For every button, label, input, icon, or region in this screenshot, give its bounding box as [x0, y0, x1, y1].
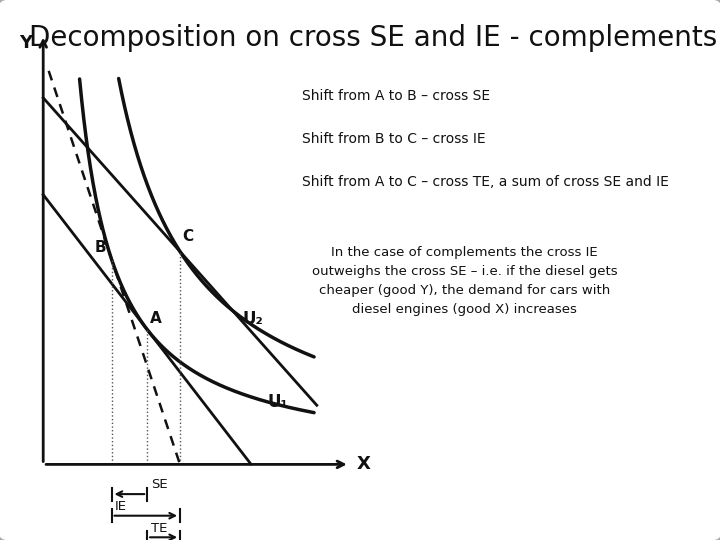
- Text: In the case of complements the cross IE
outweighs the cross SE – i.e. if the die: In the case of complements the cross IE …: [312, 246, 617, 316]
- Text: B: B: [94, 240, 106, 255]
- Text: C: C: [183, 228, 194, 244]
- Text: U₂: U₂: [243, 309, 264, 328]
- Text: Y: Y: [19, 33, 32, 52]
- Text: X: X: [357, 455, 371, 474]
- Text: U₁: U₁: [268, 393, 288, 411]
- Text: Shift from A to C – cross TE, a sum of cross SE and IE: Shift from A to C – cross TE, a sum of c…: [302, 176, 670, 190]
- Text: Shift from A to B – cross SE: Shift from A to B – cross SE: [302, 89, 490, 103]
- Text: IE: IE: [115, 500, 127, 513]
- Text: Shift from B to C – cross IE: Shift from B to C – cross IE: [302, 132, 486, 146]
- Text: SE: SE: [150, 478, 167, 491]
- Text: TE: TE: [150, 522, 167, 535]
- Text: A: A: [150, 310, 162, 326]
- Text: Decomposition on cross SE and IE - complements: Decomposition on cross SE and IE - compl…: [29, 24, 717, 52]
